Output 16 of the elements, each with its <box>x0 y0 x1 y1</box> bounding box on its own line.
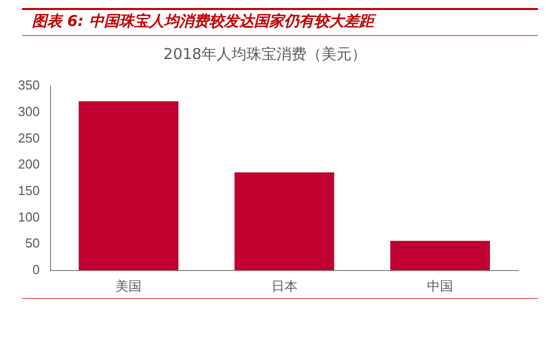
y-tick-label: 350 <box>18 78 40 93</box>
x-tick-label: 美国 <box>116 278 142 295</box>
x-tick-label: 日本 <box>271 280 298 295</box>
chart-subtitle: 2018年人均珠宝消费（美元） <box>163 44 367 63</box>
bar <box>390 240 490 270</box>
y-tick-label: 200 <box>18 156 40 172</box>
y-tick-label: 250 <box>18 130 40 146</box>
y-tick-label: 50 <box>25 236 40 251</box>
x-tick-label: 中国 <box>427 280 454 295</box>
bar <box>78 101 178 270</box>
bar <box>234 172 334 270</box>
y-tick-label: 0 <box>32 262 40 277</box>
y-tick-label: 300 <box>18 104 40 119</box>
y-tick-label: 100 <box>18 209 40 224</box>
chart-title: 图表 6: 中国珠宝人均消费较发达国家仍有较大差距 <box>22 8 538 36</box>
y-tick-label: 150 <box>18 182 40 198</box>
